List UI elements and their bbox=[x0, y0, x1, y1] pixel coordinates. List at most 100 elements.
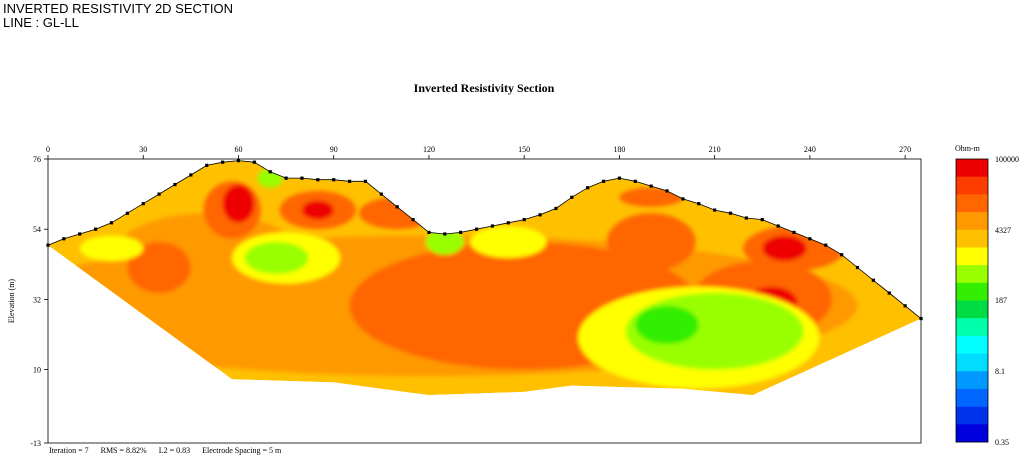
resistivity-zone bbox=[470, 226, 547, 258]
colorbar-label: 187 bbox=[995, 296, 1007, 305]
electrode-marker bbox=[300, 176, 304, 180]
electrode-marker bbox=[284, 176, 288, 180]
electrode-marker bbox=[490, 224, 495, 228]
x-tick-label: 0 bbox=[46, 145, 50, 154]
electrode-marker bbox=[78, 232, 82, 236]
x-tick-label: 90 bbox=[330, 145, 338, 154]
x-tick-label: 180 bbox=[613, 145, 625, 154]
electrode-marker bbox=[570, 195, 574, 199]
electrode-marker bbox=[713, 208, 717, 212]
electrode-marker bbox=[395, 205, 399, 209]
x-tick-label: 120 bbox=[423, 145, 435, 154]
colorbar-swatch bbox=[956, 406, 988, 425]
electrode-marker bbox=[94, 227, 98, 231]
colorbar-swatch bbox=[956, 176, 988, 195]
electrode-marker bbox=[268, 170, 272, 174]
x-tick-label: 30 bbox=[139, 145, 147, 154]
electrode-marker bbox=[697, 202, 701, 206]
colorbar-swatch bbox=[956, 159, 988, 177]
colorbar-swatch bbox=[956, 212, 988, 231]
electrode-marker bbox=[189, 173, 193, 177]
electrode-marker bbox=[649, 184, 653, 188]
x-tick-label: 210 bbox=[709, 145, 721, 154]
plot-frame bbox=[47, 158, 922, 444]
electrode-marker bbox=[221, 160, 225, 164]
electrode-marker bbox=[236, 158, 241, 163]
electrode-marker bbox=[522, 218, 526, 222]
electrode-markers bbox=[46, 158, 923, 321]
resistivity-zone bbox=[762, 235, 807, 262]
electrode-marker bbox=[427, 230, 431, 234]
electrode-marker bbox=[871, 278, 875, 282]
electrode-marker bbox=[681, 197, 685, 201]
electrode-marker bbox=[919, 316, 923, 321]
electrode-marker bbox=[855, 265, 860, 270]
colorbar bbox=[955, 158, 989, 443]
resistivity-zone bbox=[127, 241, 191, 294]
y-axis-ticks: 76 54 32 10 -13 bbox=[30, 155, 48, 448]
electrode-marker bbox=[474, 227, 479, 231]
y-axis-label: Elevation (m) bbox=[7, 279, 16, 324]
resistivity-zone bbox=[79, 235, 144, 262]
colorbar-label: 4327 bbox=[995, 226, 1011, 235]
electrode-marker bbox=[459, 230, 463, 234]
colorbar-label: 0.35 bbox=[995, 438, 1009, 447]
electrode-marker bbox=[379, 192, 383, 196]
resistivity-zone bbox=[301, 200, 334, 220]
electrode-marker bbox=[363, 179, 368, 183]
colorbar-swatch bbox=[956, 424, 988, 443]
colorbar-swatch bbox=[956, 282, 988, 301]
electrode-marker bbox=[840, 253, 844, 257]
electrode-marker bbox=[903, 304, 907, 308]
y-tick-label: 54 bbox=[33, 225, 41, 234]
electrode-marker bbox=[744, 216, 748, 220]
electrode-marker bbox=[411, 218, 415, 222]
x-tick-label: 240 bbox=[804, 145, 816, 154]
colorbar-swatch bbox=[956, 247, 988, 266]
resistivity-zone bbox=[635, 305, 699, 345]
colorbar-swatch bbox=[956, 300, 988, 319]
resistivity-zone bbox=[686, 181, 718, 201]
colorbar-swatch bbox=[956, 265, 988, 284]
electrode-marker bbox=[141, 202, 145, 206]
resistivity-zone bbox=[244, 241, 309, 274]
colorbar-unit: Ohm-m bbox=[955, 144, 981, 153]
x-tick-label: 270 bbox=[899, 145, 911, 154]
electrode-spacing-label: Electrode Spacing = 5 m bbox=[202, 446, 282, 455]
colorbar-labels: 100000 4327 187 8.1 0.35 bbox=[995, 155, 1019, 447]
x-tick-label: 150 bbox=[518, 145, 530, 154]
rms-label: RMS = 8.82% bbox=[101, 446, 147, 455]
colorbar-swatch bbox=[956, 194, 988, 213]
electrode-marker bbox=[665, 189, 669, 193]
header-line-id: LINE : GL-LL bbox=[3, 15, 79, 30]
y-tick-label: 10 bbox=[33, 366, 41, 375]
colorbar-swatch bbox=[956, 318, 988, 337]
electrode-marker bbox=[62, 237, 66, 241]
y-tick-label: 76 bbox=[33, 155, 41, 164]
colorbar-swatch bbox=[956, 229, 988, 248]
electrode-marker bbox=[554, 206, 558, 211]
colorbar-label: 8.1 bbox=[995, 367, 1005, 376]
electrode-marker bbox=[205, 163, 209, 167]
resistivity-zone bbox=[222, 184, 255, 223]
colorbar-swatch bbox=[956, 335, 988, 354]
resistivity-zone bbox=[619, 187, 683, 207]
chart-title: Inverted Resistivity Section bbox=[414, 81, 555, 95]
footer-stats: Iteration = 7 RMS = 8.82% L2 = 0.83 Elec… bbox=[49, 446, 282, 455]
electrode-marker bbox=[332, 178, 336, 182]
electrode-marker bbox=[808, 237, 812, 241]
electrode-marker bbox=[601, 179, 606, 183]
electrode-marker bbox=[887, 291, 891, 295]
electrode-marker bbox=[506, 221, 510, 225]
electrode-marker bbox=[443, 232, 447, 236]
electrode-marker bbox=[316, 178, 320, 182]
resistivity-zone bbox=[425, 229, 464, 255]
electrode-marker bbox=[633, 179, 637, 183]
electrode-marker bbox=[728, 211, 733, 215]
header-title: INVERTED RESISTIVITY 2D SECTION bbox=[3, 1, 233, 16]
colorbar-swatch bbox=[956, 371, 988, 390]
electrode-marker bbox=[109, 221, 114, 225]
y-tick-label: 32 bbox=[33, 295, 41, 304]
electrode-marker bbox=[776, 224, 780, 228]
